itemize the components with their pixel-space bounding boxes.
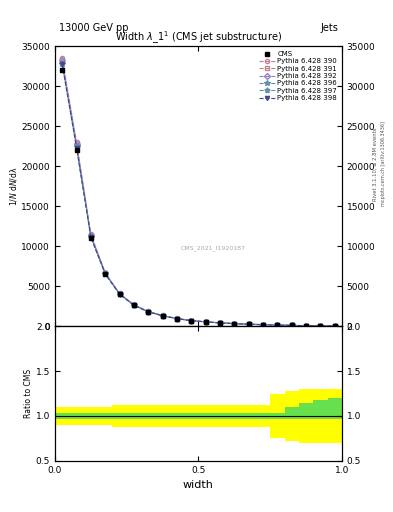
Y-axis label: Ratio to CMS: Ratio to CMS xyxy=(24,369,33,418)
Y-axis label: $\mathrm{1 / \mathit{N}\; d\mathit{N} / d\lambda}$: $\mathrm{1 / \mathit{N}\; d\mathit{N} / … xyxy=(7,166,18,206)
Text: Rivet 3.1.10, ≥ 2.8M events: Rivet 3.1.10, ≥ 2.8M events xyxy=(373,127,378,201)
Legend: CMS, Pythia 6.428 390, Pythia 6.428 391, Pythia 6.428 392, Pythia 6.428 396, Pyt: CMS, Pythia 6.428 390, Pythia 6.428 391,… xyxy=(258,50,338,103)
Text: CMS_2021_I1920187: CMS_2021_I1920187 xyxy=(180,245,245,251)
X-axis label: width: width xyxy=(183,480,214,490)
Text: 13000 GeV pp: 13000 GeV pp xyxy=(59,23,129,33)
Text: mcplots.cern.ch [arXiv:1306.3436]: mcplots.cern.ch [arXiv:1306.3436] xyxy=(381,121,386,206)
Title: Width $\lambda\_1^1$ (CMS jet substructure): Width $\lambda\_1^1$ (CMS jet substructu… xyxy=(115,30,282,46)
Text: Jets: Jets xyxy=(320,23,338,33)
